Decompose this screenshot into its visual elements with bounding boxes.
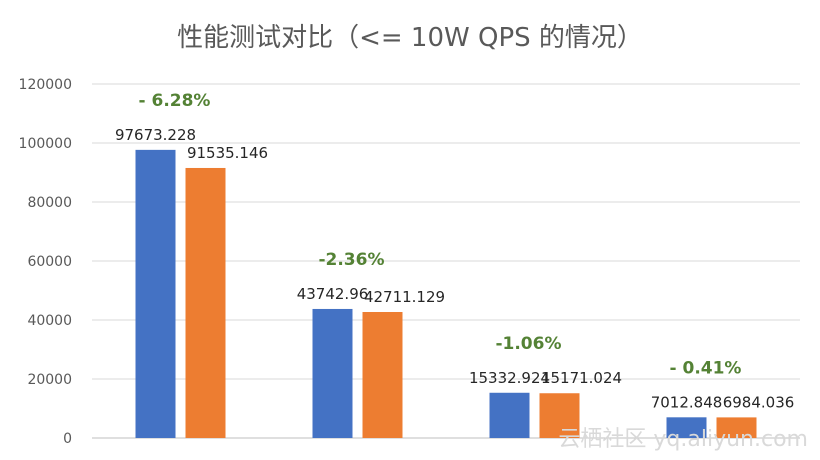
chart-title: 性能测试对比（<= 10W QPS 的情况）: [177, 23, 643, 53]
y-tick-label: 40000: [27, 313, 72, 329]
y-tick-label: 20000: [27, 372, 72, 388]
data-label: 15171.024: [541, 369, 622, 387]
y-tick-label: 0: [63, 431, 72, 447]
percent-change-annotation: -2.36%: [318, 250, 384, 270]
y-tick-label: 60000: [27, 254, 72, 270]
data-label: 6984.036: [723, 393, 795, 411]
data-label: 91535.146: [187, 144, 268, 162]
data-label: 43742.96: [297, 285, 369, 303]
y-tick-label: 120000: [19, 77, 72, 93]
bar: [362, 312, 403, 438]
bar: [489, 392, 530, 438]
bars: [135, 149, 757, 438]
y-tick-label: 80000: [27, 195, 72, 211]
bar: [539, 393, 580, 438]
data-label: 42711.129: [364, 288, 445, 306]
percent-change-annotation: - 6.28%: [139, 91, 211, 111]
percent-change-annotation: - 0.41%: [670, 358, 742, 378]
bar: [185, 167, 226, 438]
bar: [135, 149, 176, 438]
y-tick-label: 100000: [19, 136, 72, 152]
percent-change-annotation: -1.06%: [495, 334, 561, 354]
watermark: 云栖社区 yq.aliyun.com: [558, 427, 808, 452]
annotations: - 6.28% -2.36% -1.06% - 0.41%: [139, 91, 742, 378]
y-axis-ticks: 0 20000 40000 60000 80000 100000 120000: [19, 77, 72, 447]
bar: [666, 417, 707, 438]
data-label: 97673.228: [115, 126, 196, 144]
data-label: 15332.924: [469, 369, 550, 387]
bar: [716, 417, 757, 438]
bar: [312, 308, 353, 438]
data-label: 7012.848: [651, 393, 723, 411]
